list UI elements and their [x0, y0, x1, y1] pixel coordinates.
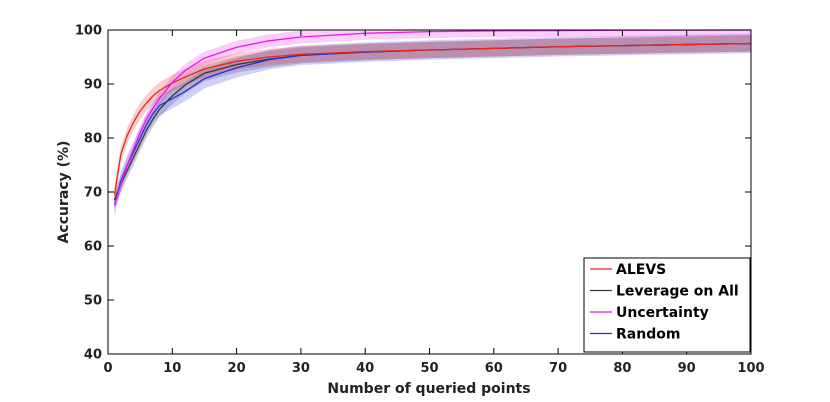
alevs-line: [113, 42, 752, 195]
uncertainty-line: [113, 29, 752, 206]
series-lines: [113, 29, 752, 206]
y-axis-ticks: 40 50 60 70 80 90 100: [75, 24, 751, 363]
x-tick-label: 10: [163, 361, 181, 376]
x-tick-label: 20: [228, 361, 246, 376]
x-tick-label: 50: [420, 361, 438, 376]
alevs-band: [114, 35, 752, 203]
x-axis-title: Number of queried points: [327, 381, 530, 397]
random-band: [114, 33, 752, 216]
x-tick-label: 40: [356, 361, 374, 376]
legend-items: ALEVS Leverage on All Uncertainty Random: [590, 262, 739, 343]
x-tick-label: 0: [103, 361, 112, 376]
y-tick-label: 100: [75, 24, 102, 39]
leverage-on-all-legend-label: Leverage on All: [616, 284, 739, 300]
y-tick-label: 70: [84, 186, 102, 201]
confidence-bands: [114, 30, 752, 216]
x-tick-label: 70: [549, 361, 567, 376]
legend: ALEVS Leverage on All Uncertainty Random: [583, 257, 751, 353]
y-tick-label: 60: [84, 240, 102, 255]
uncertainty-legend-label: Uncertainty: [616, 305, 709, 321]
y-tick-label: 40: [84, 348, 102, 363]
x-tick-label: 80: [613, 361, 631, 376]
x-tick-label: 30: [292, 361, 310, 376]
legend-box: [583, 257, 751, 353]
y-tick-label: 90: [84, 78, 102, 93]
x-tick-label: 60: [485, 361, 503, 376]
alevs-legend-label: ALEVS: [616, 262, 666, 278]
y-tick-label: 80: [84, 132, 102, 147]
x-axis-ticks: 0 10 20 30 40 50 60 70 80 90 100: [103, 30, 765, 376]
x-tick-label: 100: [737, 361, 764, 376]
y-axis-title: Accuracy (%): [56, 141, 72, 244]
random-legend-label: Random: [616, 327, 680, 343]
x-tick-label: 90: [678, 361, 696, 376]
y-tick-label: 50: [84, 294, 102, 309]
